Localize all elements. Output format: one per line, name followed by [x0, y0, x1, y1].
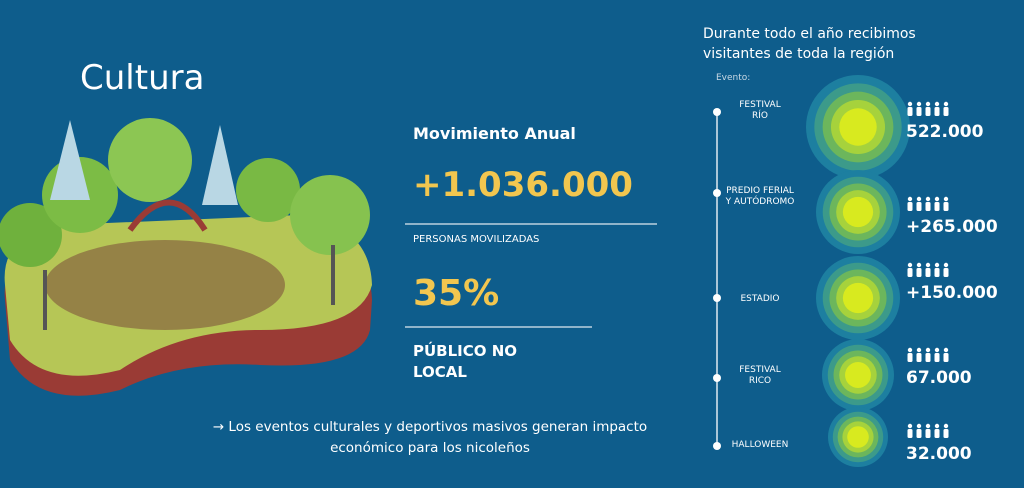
stat-heading: Movimiento Anual [413, 124, 576, 143]
person-icon [907, 196, 913, 202]
timeline-dot [713, 442, 721, 450]
person-icon [916, 353, 922, 362]
legend-label: Evento: [716, 73, 751, 83]
bubble-ring [845, 362, 871, 388]
stat-caption: PERSONAS MOVILIZADAS [413, 234, 540, 245]
person-icon [916, 196, 922, 202]
person-icon [916, 262, 922, 268]
person-icon [916, 101, 922, 107]
event-visitors: +150.000 [906, 283, 998, 303]
footnote: → Los eventos culturales y deportivos ma… [212, 419, 648, 456]
person-icon [916, 423, 922, 429]
person-icon [934, 107, 940, 116]
person-icon [943, 196, 949, 202]
person-icon [943, 202, 949, 211]
person-icon [916, 429, 922, 438]
person-icon [934, 262, 940, 268]
person-icon [934, 268, 940, 277]
person-icon [925, 202, 931, 211]
park-illustration [0, 118, 372, 396]
person-icon [907, 268, 913, 277]
person-icon [925, 196, 931, 202]
person-icon [907, 347, 913, 353]
stat-total: +1.036.000 [413, 165, 633, 205]
event-label: FESTIVAL RICO [739, 365, 781, 386]
person-icon [934, 196, 940, 202]
person-icon [934, 429, 940, 438]
person-icon [943, 353, 949, 362]
event-visitors: 522.000 [906, 122, 984, 142]
person-icon [943, 347, 949, 353]
person-icon [934, 202, 940, 211]
bubble-ring [839, 108, 877, 146]
person-icon [907, 202, 913, 211]
event-label: ESTADIO [740, 294, 780, 304]
person-icon [925, 429, 931, 438]
person-icon [943, 429, 949, 438]
person-icon [934, 101, 940, 107]
person-icon [907, 107, 913, 116]
bubble-ring [842, 196, 874, 228]
person-icon [934, 353, 940, 362]
person-icon [916, 347, 922, 353]
person-icon [925, 423, 931, 429]
bubble-ring [847, 426, 869, 448]
person-icon [943, 101, 949, 107]
page-title: Cultura [80, 58, 205, 98]
person-icon [925, 347, 931, 353]
event-label: PREDIO FERIAL Y AUTÓDROMO [725, 186, 795, 207]
person-icon [925, 262, 931, 268]
timeline-dot [713, 189, 721, 197]
person-icon [934, 423, 940, 429]
person-icon [934, 347, 940, 353]
person-icon [943, 107, 949, 116]
bubble-ring [842, 282, 874, 314]
timeline-dot [713, 294, 721, 302]
timeline-heading: Durante todo el año recibimos visitantes… [703, 26, 916, 62]
timeline-dot [713, 374, 721, 382]
person-icon [916, 202, 922, 211]
person-icon [925, 353, 931, 362]
person-icon [907, 353, 913, 362]
person-icon [943, 268, 949, 277]
event-label: HALLOWEEN [731, 440, 789, 450]
event-visitors: 32.000 [906, 444, 972, 464]
person-icon [907, 101, 913, 107]
event-visitors: 67.000 [906, 368, 972, 388]
person-icon [925, 107, 931, 116]
person-icon [907, 262, 913, 268]
person-icon [907, 429, 913, 438]
timeline-marks [713, 75, 949, 467]
person-icon [916, 268, 922, 277]
stat-caption: PÚBLICO NO LOCAL [413, 342, 518, 381]
event-label: FESTIVAL RÍO [739, 100, 781, 121]
timeline-dot [713, 108, 721, 116]
stat-share: 35% [413, 273, 500, 314]
event-visitors: +265.000 [906, 217, 998, 237]
person-icon [943, 262, 949, 268]
person-icon [925, 101, 931, 107]
person-icon [916, 107, 922, 116]
person-icon [943, 423, 949, 429]
person-icon [907, 423, 913, 429]
person-icon [925, 268, 931, 277]
